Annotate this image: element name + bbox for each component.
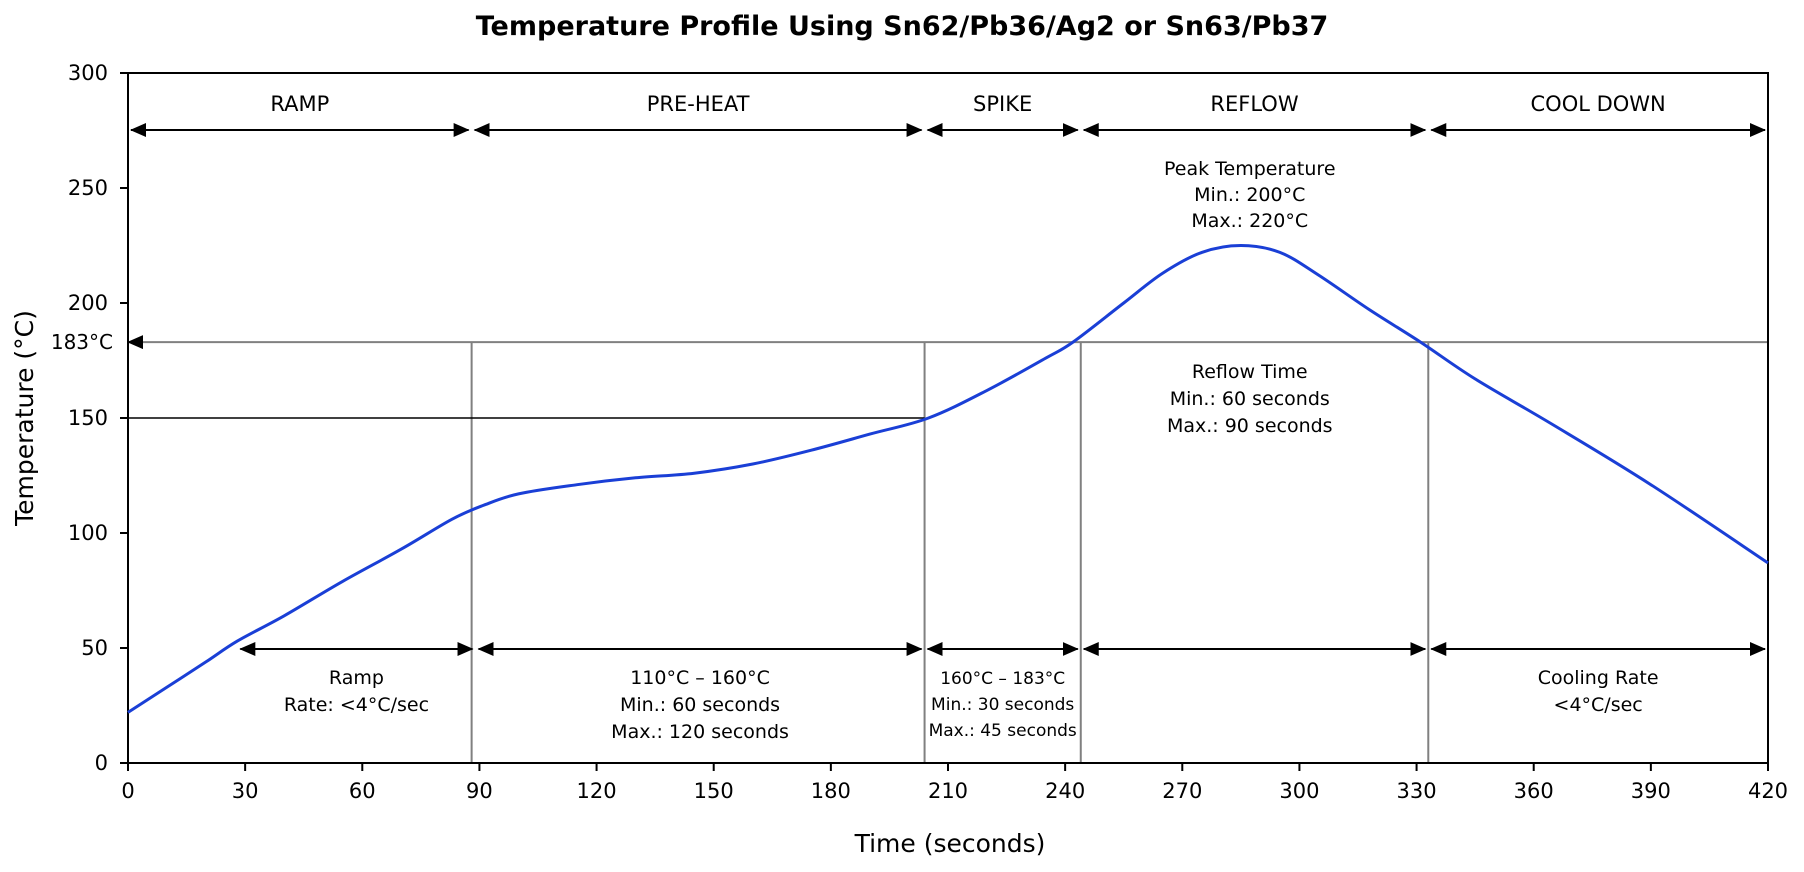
reflow-note-line: Min.: 60 seconds: [1170, 388, 1330, 410]
y-tick-label: 250: [68, 176, 108, 200]
x-tick-label: 150: [694, 779, 734, 803]
y-tick-label: 300: [68, 61, 108, 85]
x-axis-title: Time (seconds): [854, 829, 1046, 858]
detail-note-line: Rate: <4°C/sec: [284, 694, 429, 716]
detail-note-line: <4°C/sec: [1554, 694, 1643, 716]
detail-note-line: Ramp: [329, 667, 384, 689]
peak-note-line: Min.: 200°C: [1194, 184, 1305, 206]
detail-note-line: 160°C – 183°C: [940, 669, 1065, 689]
detail-note-line: Cooling Rate: [1538, 667, 1659, 689]
x-tick-label: 420: [1748, 779, 1788, 803]
peak-note-line: Peak Temperature: [1164, 158, 1336, 180]
detail-note-line: Min.: 30 seconds: [931, 695, 1074, 715]
phase-divider-lines: [470, 342, 1430, 763]
reference-line-label: 183°C: [51, 330, 113, 354]
reflow-note-line: Reflow Time: [1192, 361, 1308, 383]
x-tick-label: 360: [1514, 779, 1554, 803]
x-tick-label: 270: [1162, 779, 1202, 803]
y-tick-label: 150: [68, 406, 108, 430]
x-tick-label: 90: [466, 779, 493, 803]
detail-note-line: Min.: 60 seconds: [620, 694, 780, 716]
x-tick-label: 120: [577, 779, 617, 803]
x-tick-label: 30: [232, 779, 259, 803]
temperature-curve-line: [127, 243, 1769, 714]
reference-lines: 183°C: [51, 330, 1768, 419]
phase-label: RAMP: [270, 92, 329, 116]
x-tick-label: 0: [121, 779, 134, 803]
phase-label: SPIKE: [973, 92, 1032, 116]
reflow-note-line: Max.: 90 seconds: [1167, 415, 1333, 437]
y-axis-title: Temperature (°C): [10, 310, 39, 527]
detail-note-line: Max.: 45 seconds: [929, 721, 1077, 741]
y-tick-label: 50: [81, 636, 108, 660]
y-axis-ticks: 0 50 100 150 200 250 300: [68, 61, 128, 775]
phase-label: REFLOW: [1210, 92, 1298, 116]
x-tick-label: 180: [811, 779, 851, 803]
x-tick-label: 240: [1045, 779, 1085, 803]
y-tick-label: 0: [95, 751, 108, 775]
x-tick-label: 390: [1631, 779, 1671, 803]
chart-title: Temperature Profile Using Sn62/Pb36/Ag2 …: [476, 11, 1329, 42]
peak-note-line: Max.: 220°C: [1191, 210, 1308, 232]
x-tick-label: 330: [1397, 779, 1437, 803]
x-axis-ticks: 0 30 60 90 120 150 180 210 240 270 300 330 360 390 420: [121, 763, 1788, 803]
phase-label: PRE-HEAT: [647, 92, 750, 116]
x-tick-label: 60: [349, 779, 376, 803]
phase-header-arrows: RAMP PRE-HEAT SPIKE REFLOW COOL DOWN: [130, 92, 1766, 137]
x-tick-label: 300: [1279, 779, 1319, 803]
phase-detail-arrows: Ramp Rate: <4°C/sec 110°C – 160°C Min.: 60 …: [239, 642, 1766, 743]
y-tick-label: 200: [68, 291, 108, 315]
detail-note-line: Max.: 120 seconds: [611, 721, 789, 743]
annotations: Peak Temperature Min.: 200°C Max.: 220°C Re…: [1164, 158, 1336, 437]
detail-note-line: 110°C – 160°C: [630, 667, 770, 689]
x-tick-label: 210: [928, 779, 968, 803]
y-tick-label: 100: [68, 521, 108, 545]
phase-label: COOL DOWN: [1531, 92, 1666, 116]
